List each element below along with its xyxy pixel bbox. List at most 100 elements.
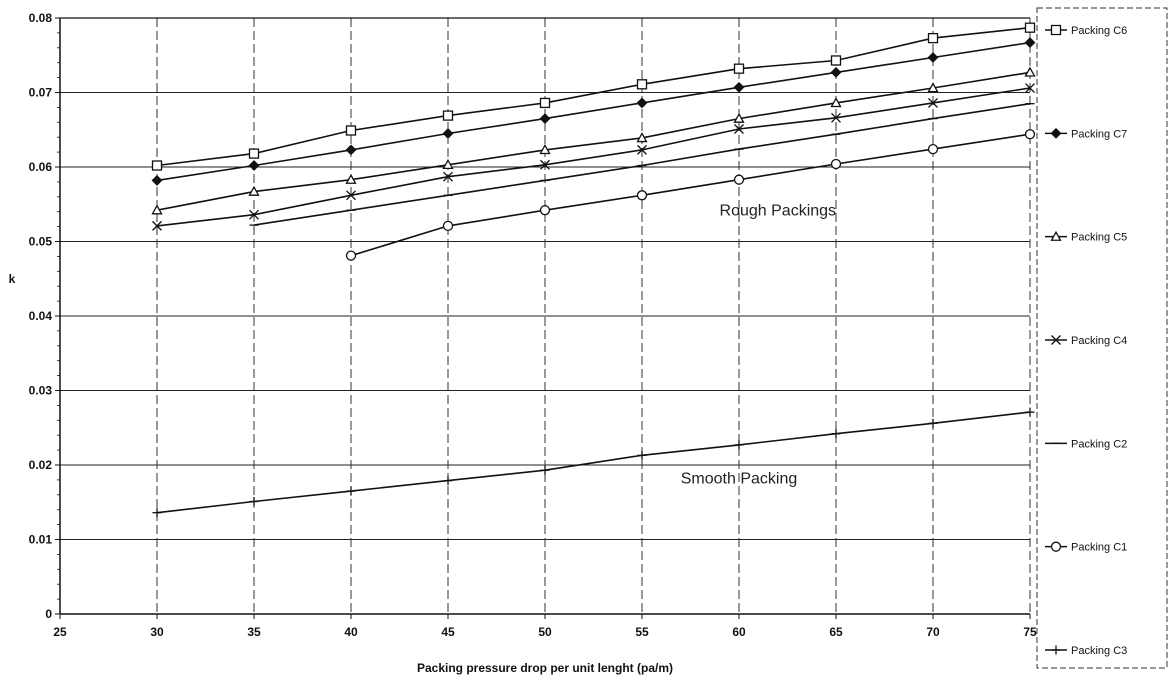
data-point-packing-c5 bbox=[1024, 66, 1036, 77]
data-point-packing-c3 bbox=[831, 429, 841, 439]
data-point-packing-c7 bbox=[927, 52, 939, 63]
data-point-packing-c7 bbox=[733, 81, 745, 93]
legend-label: Packing C2 bbox=[1071, 438, 1127, 450]
data-point-packing-c5 bbox=[636, 132, 648, 143]
series-line-packing-c1 bbox=[350, 133, 1031, 257]
data-point-packing-c3 bbox=[928, 418, 938, 428]
data-point-packing-c4 bbox=[346, 190, 356, 201]
data-point-packing-c6 bbox=[636, 79, 648, 90]
x-tick-label: 70 bbox=[926, 625, 940, 639]
x-tick-label: 75 bbox=[1023, 625, 1037, 639]
data-point-packing-c6 bbox=[248, 148, 260, 159]
annotations: Rough Packings Smooth Packing bbox=[681, 202, 836, 487]
series-packing-c6 bbox=[151, 22, 1036, 171]
data-point-packing-c3 bbox=[249, 497, 259, 507]
y-tick-label: 0.08 bbox=[29, 11, 53, 25]
series-group bbox=[151, 22, 1036, 518]
data-point-packing-c6 bbox=[1024, 22, 1036, 33]
x-tick-label: 50 bbox=[538, 625, 552, 639]
axes: 0 0.01 0.02 0.03 0.04 0.05 0.06 0.07 0.08 25 30 35 4… bbox=[9, 11, 1037, 675]
legend-label: Packing C5 bbox=[1071, 232, 1127, 244]
legend-item-packing-c5: Packing C5 bbox=[1045, 230, 1127, 244]
series-line-packing-c6 bbox=[156, 26, 1031, 167]
legend-marker bbox=[1051, 335, 1061, 345]
data-point-packing-c5 bbox=[927, 82, 939, 93]
data-point-packing-c3 bbox=[1025, 407, 1035, 417]
annotation-1: Rough Packings bbox=[720, 202, 837, 219]
data-point-packing-c7 bbox=[539, 113, 551, 124]
series-packing-c5 bbox=[151, 66, 1036, 215]
series-line-packing-c7 bbox=[156, 41, 1031, 182]
legend-marker bbox=[1050, 127, 1062, 139]
legend-label: Packing C3 bbox=[1071, 645, 1127, 657]
legend-item-packing-c7: Packing C7 bbox=[1045, 127, 1127, 140]
data-point-packing-c1 bbox=[733, 174, 745, 185]
data-point-packing-c4 bbox=[734, 124, 744, 134]
legend-label: Packing C1 bbox=[1071, 542, 1127, 554]
x-tick-label: 30 bbox=[150, 625, 164, 639]
y-tick-label: 0 bbox=[45, 607, 52, 621]
y-tick-label: 0.06 bbox=[29, 160, 53, 174]
data-point-packing-c6 bbox=[442, 110, 454, 121]
data-point-packing-c6 bbox=[539, 97, 551, 109]
data-point-packing-c5 bbox=[733, 112, 745, 123]
data-point-packing-c4 bbox=[152, 220, 162, 231]
data-point-packing-c7 bbox=[442, 128, 454, 139]
data-point-packing-c1 bbox=[636, 190, 648, 201]
data-point-packing-c7 bbox=[636, 97, 648, 109]
data-point-packing-c3 bbox=[152, 508, 162, 518]
legend: Packing C6 Packing C7 Packing C5 Packing C4… bbox=[1036, 7, 1168, 669]
y-axis-title: k bbox=[9, 272, 16, 286]
legend-label: Packing C4 bbox=[1071, 335, 1127, 347]
x-tick-label: 25 bbox=[53, 625, 67, 639]
data-point-packing-c5 bbox=[539, 144, 551, 155]
x-tick-label: 60 bbox=[732, 625, 746, 639]
legend-item-packing-c4: Packing C4 bbox=[1045, 335, 1127, 347]
data-point-packing-c4 bbox=[928, 97, 938, 108]
data-point-packing-c1 bbox=[1024, 129, 1036, 140]
data-point-packing-c7 bbox=[1024, 37, 1036, 49]
data-point-packing-c6 bbox=[151, 160, 163, 171]
y-tick-label: 0.05 bbox=[29, 235, 53, 249]
data-point-packing-c7 bbox=[151, 174, 163, 186]
legend-label: Packing C6 bbox=[1071, 25, 1127, 37]
legend-item-packing-c3: Packing C3 bbox=[1045, 645, 1127, 657]
legend-item-packing-c1: Packing C1 bbox=[1045, 541, 1127, 554]
data-point-packing-c6 bbox=[830, 55, 842, 66]
data-point-packing-c5 bbox=[830, 97, 842, 108]
data-point-packing-c4 bbox=[1025, 83, 1035, 93]
data-point-packing-c6 bbox=[345, 125, 357, 136]
data-point-packing-c7 bbox=[248, 160, 260, 171]
x-tick-label: 45 bbox=[441, 625, 455, 639]
y-tick-label: 0.04 bbox=[29, 309, 53, 323]
legend-item-packing-c2: Packing C2 bbox=[1045, 438, 1127, 450]
series-line-packing-c4 bbox=[156, 87, 1031, 227]
data-point-packing-c5 bbox=[151, 204, 163, 215]
data-point-packing-c4 bbox=[831, 112, 841, 123]
data-point-packing-c5 bbox=[345, 173, 357, 184]
x-tick-label: 35 bbox=[247, 625, 261, 639]
data-point-packing-c3 bbox=[637, 450, 647, 460]
data-point-packing-c1 bbox=[539, 205, 551, 216]
y-tick-label: 0.07 bbox=[29, 86, 53, 100]
data-point-packing-c7 bbox=[830, 66, 842, 78]
data-point-packing-c6 bbox=[927, 32, 939, 44]
data-point-packing-c1 bbox=[345, 250, 357, 261]
data-point-packing-c4 bbox=[540, 159, 550, 170]
data-point-packing-c5 bbox=[248, 185, 260, 196]
data-point-packing-c1 bbox=[830, 158, 842, 170]
series-packing-c2 bbox=[249, 102, 1035, 226]
data-point-packing-c4 bbox=[249, 209, 259, 220]
series-line-packing-c5 bbox=[156, 71, 1031, 211]
data-point-packing-c3 bbox=[734, 440, 744, 450]
data-point-packing-c6 bbox=[733, 63, 745, 74]
data-point-packing-c3 bbox=[346, 486, 356, 496]
series-packing-c3 bbox=[152, 407, 1035, 518]
series-packing-c4 bbox=[152, 83, 1035, 231]
data-point-packing-c1 bbox=[442, 220, 454, 232]
legend-label: Packing C7 bbox=[1071, 128, 1127, 140]
y-tick-label: 0.03 bbox=[29, 384, 53, 398]
series-packing-c7 bbox=[151, 37, 1036, 186]
legend-item-packing-c6: Packing C6 bbox=[1045, 24, 1127, 37]
x-tick-label: 55 bbox=[635, 625, 649, 639]
